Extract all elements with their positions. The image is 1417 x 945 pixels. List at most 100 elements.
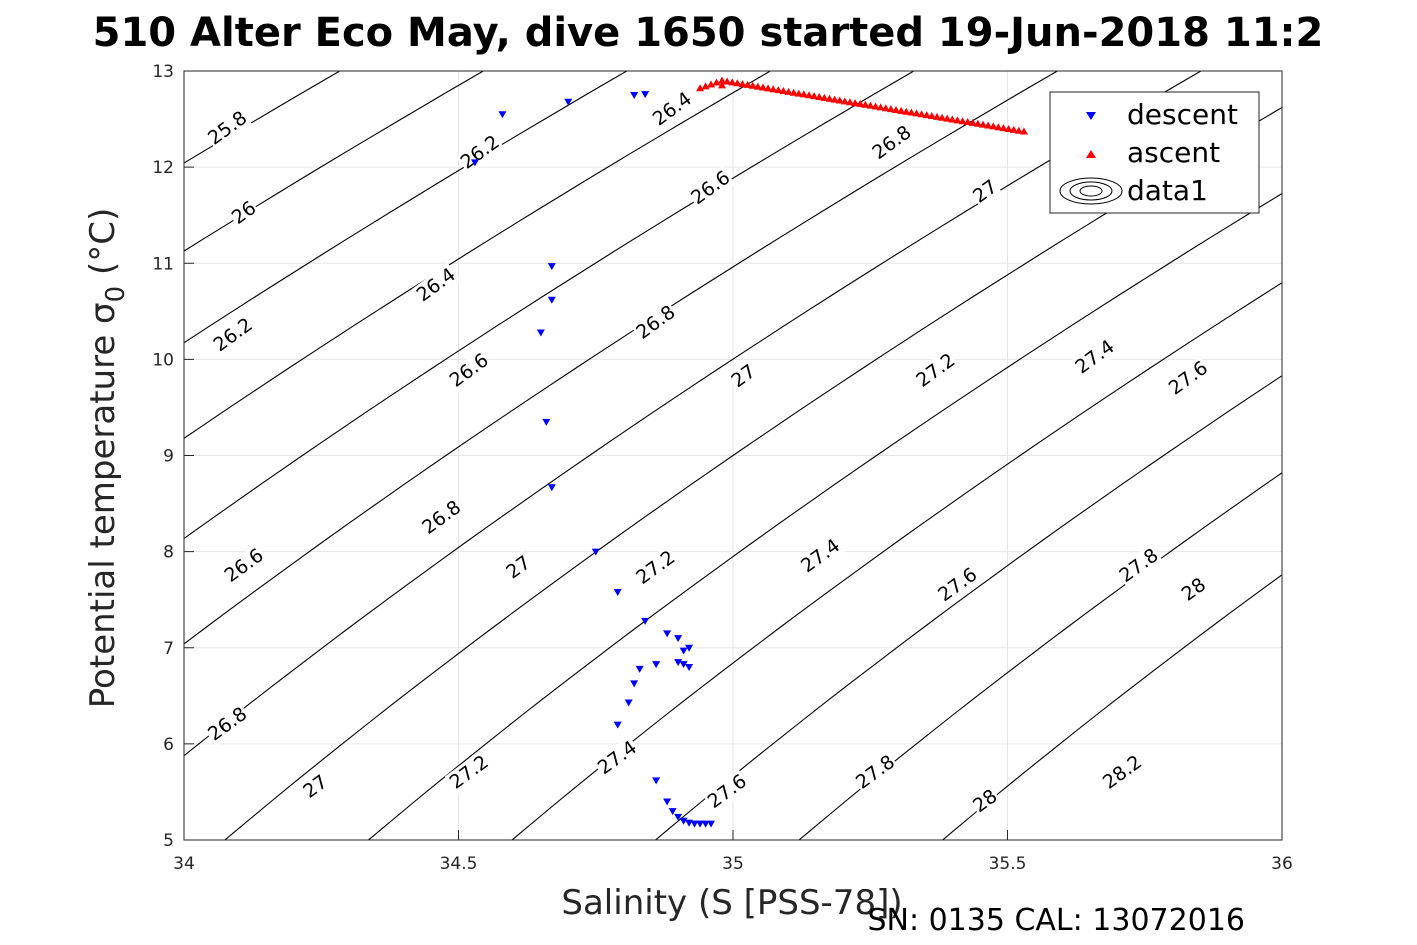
contour-label-bg xyxy=(1114,543,1164,588)
y-tick-label: 9 xyxy=(163,447,174,467)
ascent-point xyxy=(820,93,829,101)
ascent-point xyxy=(999,124,1008,132)
contour-label-bg xyxy=(444,348,494,393)
x-tick-label: 34.5 xyxy=(440,854,478,874)
ascent-point xyxy=(917,110,926,118)
legend-descent-label: descent xyxy=(1127,98,1238,131)
ascent-point xyxy=(943,114,952,122)
descent-point xyxy=(679,661,688,669)
y-tick-label: 7 xyxy=(163,639,174,659)
ascent-point xyxy=(958,117,967,125)
isopycnal-line xyxy=(184,71,915,540)
y-axis-ticks: 5 6 7 8 9 10 11 12 13 xyxy=(152,62,194,851)
ascent-point xyxy=(769,85,778,93)
contour-label-bg xyxy=(726,359,761,393)
ascent-point xyxy=(728,78,737,86)
descent-point xyxy=(630,680,639,688)
ascent-point xyxy=(948,115,957,123)
contour-label-bg xyxy=(417,495,467,540)
descent-point xyxy=(652,777,661,785)
descent-point xyxy=(635,665,644,673)
ascent-point xyxy=(973,119,982,127)
contour-label-bg xyxy=(796,534,845,578)
descent-point xyxy=(707,820,716,828)
descent-point xyxy=(696,820,705,828)
ascent-point xyxy=(835,96,844,104)
descent-point xyxy=(547,263,556,271)
ascent-point xyxy=(953,116,962,124)
legend: descent ascent data1 xyxy=(1049,91,1260,214)
contour-label-bg xyxy=(203,106,252,151)
ascent-point xyxy=(696,84,705,92)
ascent-point xyxy=(1009,125,1018,133)
isopycnal-line xyxy=(367,192,1282,840)
ascent-point xyxy=(748,81,757,89)
y-axis-label-main: Potential temperature xyxy=(83,324,123,708)
contour-label-bg xyxy=(455,130,505,175)
ascent-point xyxy=(892,105,901,113)
ascent-point xyxy=(733,79,742,87)
descent-point xyxy=(564,98,573,106)
ascent-point xyxy=(799,90,808,98)
ascent-point xyxy=(876,103,885,111)
ascent-point xyxy=(738,80,747,88)
descent-point xyxy=(701,820,710,828)
descent-point xyxy=(652,661,661,669)
descent-point xyxy=(674,813,683,821)
isopycnal-line xyxy=(184,71,1203,757)
legend-data1-label: data1 xyxy=(1127,174,1208,207)
ascent-point xyxy=(861,100,870,108)
legend-contour-icon xyxy=(1059,177,1123,205)
ascent-point xyxy=(753,82,762,90)
contour-label-bg xyxy=(686,165,736,210)
descent-point xyxy=(674,635,683,643)
ascent-point xyxy=(881,104,890,112)
y-axis-label-sigma: σ xyxy=(83,302,123,324)
descent-point xyxy=(641,91,650,99)
x-tick-label: 34 xyxy=(173,854,195,874)
ascent-point xyxy=(856,99,865,107)
contour-label-bg xyxy=(647,87,697,131)
descent-point xyxy=(685,663,694,671)
contour-label-bg xyxy=(702,769,752,814)
descent-point xyxy=(547,484,556,492)
y-tick-label: 12 xyxy=(152,158,174,178)
descent-point xyxy=(668,808,677,816)
descent-point xyxy=(663,798,672,806)
ascent-point xyxy=(784,87,793,95)
ascent-point xyxy=(845,98,854,106)
ascent-point xyxy=(1019,127,1028,135)
descent-point xyxy=(613,588,622,596)
contour-label-bg xyxy=(867,120,917,165)
contour-label-bg xyxy=(911,348,961,393)
ascent-series xyxy=(696,76,1028,135)
footer-serial: SN: 0135 CAL: 13072016 xyxy=(867,903,1245,938)
ascent-point xyxy=(774,86,783,94)
x-tick-label: 35 xyxy=(722,854,744,874)
ascent-point xyxy=(871,102,880,110)
y-tick-label: 6 xyxy=(163,735,174,755)
descent-point xyxy=(630,92,639,100)
descent-series xyxy=(470,91,716,828)
descent-point xyxy=(690,820,699,828)
ascent-point xyxy=(789,88,798,96)
ascent-point xyxy=(963,118,972,126)
ascent-point xyxy=(979,120,988,128)
ascent-point xyxy=(779,86,788,94)
isopycnal-line xyxy=(184,71,1059,645)
ascent-point xyxy=(886,105,895,113)
ascent-point xyxy=(907,108,916,116)
contour-label-bg xyxy=(1098,750,1147,795)
ascent-point xyxy=(825,94,834,102)
isopycnal-line xyxy=(798,472,1282,840)
y-tick-label: 13 xyxy=(152,62,174,82)
ascent-point xyxy=(1014,126,1023,134)
ascent-point xyxy=(810,92,819,100)
contour-label-bg xyxy=(593,735,642,780)
y-tick-label: 11 xyxy=(152,254,174,274)
ascent-point xyxy=(922,111,931,119)
contour-label-bg xyxy=(444,750,494,795)
descent-point xyxy=(679,817,688,825)
ascent-point xyxy=(840,97,849,105)
